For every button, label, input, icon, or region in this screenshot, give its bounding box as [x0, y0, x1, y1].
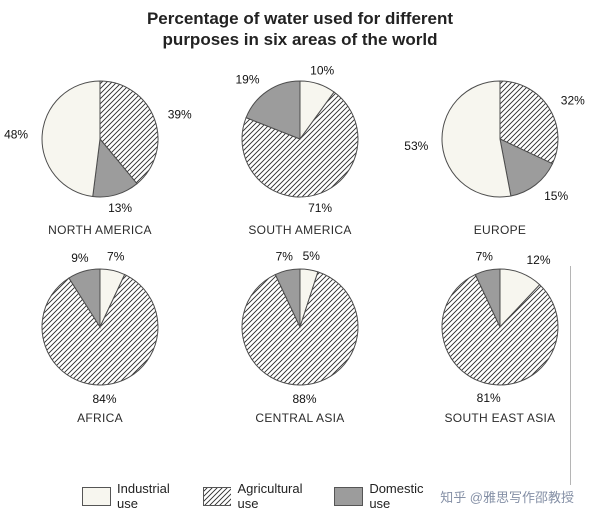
pie-slice-value-label: 19% [235, 72, 259, 86]
pie-slice-domestic [245, 79, 301, 140]
chart-title: Percentage of water used for different p… [146, 9, 454, 50]
region-label-north-america: NORTH AMERICA [48, 222, 152, 237]
pie-slice-value-label: 9% [71, 250, 89, 264]
pie-slice-agricultural [241, 270, 359, 385]
pie-slice-agricultural [41, 273, 159, 385]
pie-north-america: 39% 13% 48% [1, 53, 199, 223]
legend-item-industrial: Industrial use [82, 481, 187, 511]
pie-slice-value-label: 7% [276, 249, 294, 263]
pie-cell-north-america: 39% 13% 48% NORTH AMERICA [0, 53, 200, 241]
pie-slice-domestic [274, 267, 301, 327]
pie-slice-value-label: 39% [168, 107, 192, 121]
legend-item-domestic: Domestic use [334, 481, 440, 511]
pie-slice-value-label: 81% [477, 391, 501, 405]
watermark: 知乎 @雅思写作邵教授 [440, 489, 574, 505]
pie-slice-value-label: 53% [404, 138, 428, 152]
pie-slice-domestic [474, 267, 501, 327]
legend-swatch-industrial [82, 486, 111, 506]
pie-slice-value-label: 48% [4, 127, 28, 141]
pie-slice-domestic [68, 267, 101, 329]
region-label-south-america: SOUTH AMERICA [248, 222, 352, 237]
pie-europe: 32% 15% 53% [401, 53, 599, 223]
pie-south-america: 10% 71% 19% [201, 53, 399, 223]
pie-slice-domestic [499, 137, 554, 197]
pie-grid: 39% 13% 48% NORTH AMERICA 10% 71% 19% SOUTH … [0, 53, 600, 429]
pie-slice-value-label: 13% [108, 201, 132, 215]
pie-slice-agricultural [499, 79, 559, 164]
legend: Industrial use Agricultural use Domestic… [82, 481, 440, 511]
pie-slice-industrial [41, 79, 101, 197]
pie-cell-central-asia: 5% 88% 7% CENTRAL ASIA [200, 241, 400, 429]
pie-slice-agricultural [441, 273, 559, 385]
pie-cell-europe: 32% 15% 53% EUROPE [400, 53, 600, 241]
chart-footer: Industrial use Agricultural use Domestic… [0, 481, 600, 511]
pie-slice-agricultural [241, 90, 359, 197]
region-label-south-east-asia: SOUTH EAST ASIA [444, 410, 556, 425]
legend-label-industrial: Industrial use [117, 481, 170, 511]
legend-item-agricultural: Agricultural use [202, 481, 319, 511]
pie-slice-industrial [441, 79, 512, 197]
legend-swatch-agricultural [202, 486, 232, 506]
pie-slice-value-label: 7% [107, 249, 125, 263]
pie-slice-value-label: 10% [310, 63, 334, 77]
scan-artifact-line [570, 266, 571, 485]
legend-label-domestic: Domestic use [369, 481, 424, 511]
pie-slice-value-label: 88% [292, 391, 316, 405]
legend-label-agricultural: Agricultural use [237, 481, 303, 511]
pie-slice-value-label: 84% [92, 391, 116, 405]
pie-cell-south-america: 10% 71% 19% SOUTH AMERICA [200, 53, 400, 241]
pie-south-east-asia: 12% 81% 7% [401, 241, 599, 411]
pie-slice-value-label: 71% [308, 201, 332, 215]
pie-slice-agricultural [99, 79, 159, 184]
legend-swatch-domestic [334, 486, 364, 506]
pie-africa: 7% 84% 9% [1, 241, 199, 411]
region-label-central-asia: CENTRAL ASIA [255, 410, 345, 425]
pie-slice-value-label: 5% [303, 248, 321, 262]
region-label-africa: AFRICA [77, 410, 123, 425]
pie-slice-value-label: 15% [544, 188, 568, 202]
pie-slice-value-label: 32% [561, 93, 585, 107]
pie-cell-africa: 7% 84% 9% AFRICA [0, 241, 200, 429]
region-label-europe: EUROPE [473, 222, 527, 237]
pie-central-asia: 5% 88% 7% [201, 241, 399, 411]
pie-slice-value-label: 12% [527, 253, 551, 267]
pie-cell-south-east-asia: 12% 81% 7% SOUTH EAST ASIA [400, 241, 600, 429]
pie-slice-value-label: 7% [476, 249, 494, 263]
